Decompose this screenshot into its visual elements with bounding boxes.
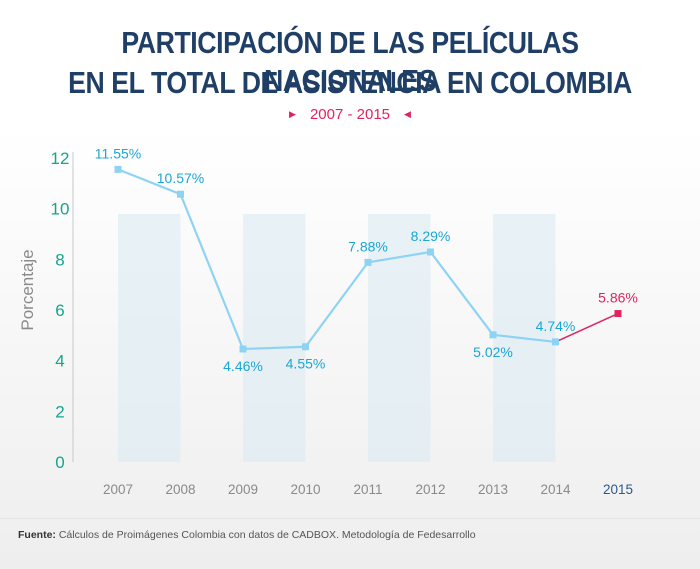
x-tick-label: 2012	[415, 482, 445, 497]
subtitle: ▶ 2007 - 2015 ◀	[0, 106, 700, 123]
data-label: 7.88%	[348, 238, 388, 254]
data-point	[489, 331, 497, 339]
y-tick-label: 0	[55, 453, 64, 472]
source-text: Cálculos de Proimágenes Colombia con dat…	[55, 529, 476, 541]
background-band	[243, 214, 306, 462]
data-point	[239, 345, 247, 353]
data-point	[427, 248, 434, 256]
right-triangle-icon: ▶	[289, 108, 296, 119]
y-tick-label: 10	[51, 200, 70, 219]
data-label: 4.46%	[223, 358, 263, 374]
data-point	[114, 165, 122, 173]
subtitle-text: 2007 - 2015	[309, 106, 391, 123]
data-point	[177, 190, 184, 198]
series-line	[117, 168, 556, 351]
x-tick-label: 2013	[478, 482, 508, 497]
data-label: 10.57%	[157, 170, 204, 186]
page-title-line-2: EN EL TOTAL DE ASISTENCIA EN COLOMBIA	[68, 65, 632, 100]
data-label: 5.86%	[598, 290, 638, 306]
y-tick-label: 6	[55, 301, 64, 320]
x-tick-label: 2015	[603, 482, 633, 497]
y-tick-label: 2	[55, 402, 64, 421]
x-tick-label: 2007	[103, 482, 133, 497]
y-axis-title: Porcentaje	[18, 249, 37, 330]
x-tick-label: 2011	[353, 482, 382, 497]
x-tick-label: 2014	[540, 482, 571, 497]
x-tick-label: 2008	[165, 482, 195, 497]
data-point	[364, 258, 372, 266]
data-label: 4.55%	[286, 356, 326, 372]
page-title-line-1: PARTICIPACIÓN DE LAS PELÍCULAS NACIONALE…	[121, 25, 579, 98]
x-tick-label: 2009	[228, 482, 258, 497]
data-point	[614, 310, 622, 318]
data-label: 5.02%	[473, 344, 513, 360]
highlight-line	[555, 312, 619, 343]
x-tick-label: 2010	[290, 482, 320, 497]
source-label: Fuente:	[18, 529, 56, 541]
background-band	[368, 214, 431, 462]
y-tick-label: 4	[55, 352, 64, 371]
background-band	[118, 214, 181, 462]
y-tick-label: 8	[55, 250, 64, 269]
data-label: 11.55%	[95, 145, 141, 161]
y-tick-label: 12	[51, 149, 70, 168]
divider	[0, 518, 700, 519]
source-note: Fuente: Cálculos de Proimágenes Colombia…	[18, 529, 476, 541]
left-triangle-icon: ◀	[404, 108, 411, 119]
data-point	[552, 338, 559, 346]
data-point	[302, 343, 309, 351]
data-label: 8.29%	[411, 228, 451, 244]
data-label: 4.74%	[536, 318, 576, 334]
